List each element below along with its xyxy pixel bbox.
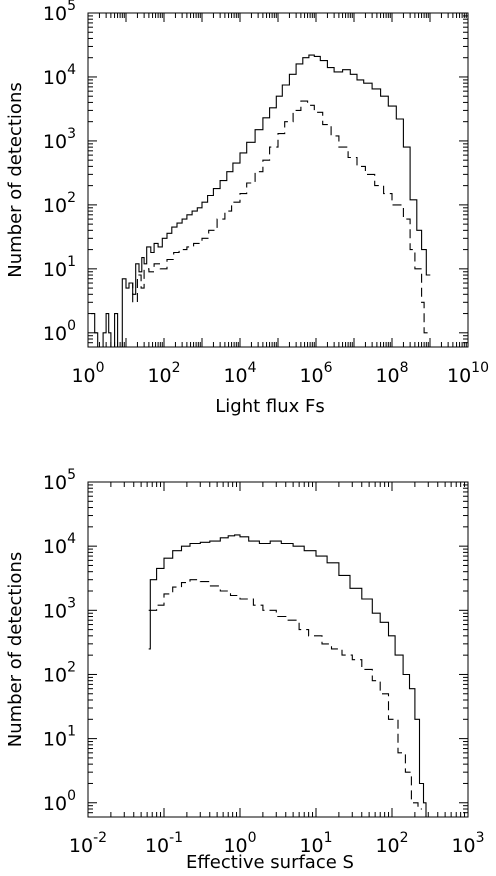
- x-tick-label: 100: [223, 830, 256, 857]
- x-tick-label: 108: [375, 360, 408, 387]
- x-tick-label: 10-2: [69, 830, 107, 857]
- y-axis-label: Number of detections: [5, 552, 26, 748]
- solid-series-line: [148, 534, 430, 818]
- x-tick-label: 104: [223, 360, 256, 387]
- dashed-series-line: [148, 579, 422, 810]
- y-tick-label: 102: [43, 659, 76, 686]
- y-tick-label: 104: [43, 531, 76, 558]
- x-tick-label: 103: [451, 830, 484, 857]
- y-tick-label: 101: [43, 724, 76, 751]
- x-tick-label: 102: [375, 830, 408, 857]
- y-axis-label: Number of detections: [5, 82, 26, 278]
- y-tick-label: 101: [43, 254, 76, 281]
- surface-histogram-panel: 10-2 10-1 100 101 102 103 100 101 102 103 104 105 Ef…: [5, 467, 485, 873]
- y-tick-label: 105: [43, 0, 76, 25]
- y-tick-label: 100: [43, 318, 76, 345]
- solid-series-line: [91, 54, 431, 348]
- x-axis-label: Effective surface S: [186, 852, 354, 873]
- y-tick-label: 103: [43, 126, 76, 153]
- y-tick-label: 105: [43, 467, 76, 494]
- x-tick-label: 1010: [447, 360, 489, 387]
- x-tick-label: 10-1: [145, 830, 183, 857]
- plot-frame: [87, 481, 469, 818]
- flux-histogram-panel: 100 102 104 106 108 1010 100 101 102 103 104 105 Lig…: [5, 0, 489, 417]
- x-tick-label: 101: [299, 830, 332, 857]
- y-tick-label: 103: [43, 595, 76, 622]
- y-tick-label: 104: [43, 62, 76, 89]
- x-axis-label: Light flux Fs: [215, 396, 325, 417]
- y-tick-label: 100: [43, 788, 76, 815]
- x-tick-label: 106: [299, 360, 332, 387]
- x-tick-label: 100: [71, 360, 104, 387]
- dashed-series-line: [129, 100, 429, 334]
- x-tick-label: 102: [147, 360, 180, 387]
- y-tick-label: 102: [43, 190, 76, 217]
- plot-frame: [87, 12, 469, 348]
